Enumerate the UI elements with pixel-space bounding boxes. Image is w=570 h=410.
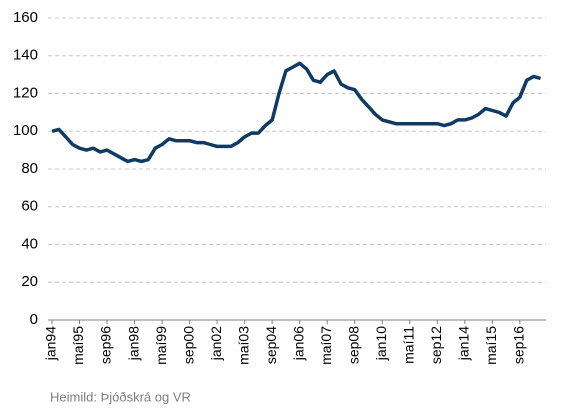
- x-tick-label: sep12: [428, 326, 444, 364]
- x-tick-label: maí03: [235, 326, 251, 365]
- y-tick-label: 160: [13, 9, 38, 26]
- x-tick-label: sep00: [180, 326, 196, 364]
- y-tick-label: 60: [21, 198, 38, 215]
- x-tick-label: sep96: [98, 326, 114, 364]
- x-tick-label: jan14: [456, 326, 472, 361]
- y-tick-label: 120: [13, 84, 38, 101]
- x-tick-label: sep04: [263, 326, 279, 364]
- x-tick-label: jan10: [373, 326, 389, 361]
- x-tick-label: jan02: [208, 326, 224, 361]
- x-tick-label: jan06: [290, 326, 306, 361]
- y-tick-label: 100: [13, 122, 38, 139]
- x-tick-label: maí07: [318, 326, 334, 365]
- x-tick-label: jan98: [125, 326, 141, 361]
- y-tick-label: 80: [21, 160, 38, 177]
- x-tick-label: sep08: [345, 326, 361, 364]
- y-tick-label: 0: [30, 311, 38, 328]
- data-line: [51, 61, 541, 164]
- y-tick-label: 140: [13, 47, 38, 64]
- x-tick-label: maí95: [70, 326, 86, 365]
- x-tick-label: maí11: [400, 326, 416, 364]
- x-tick-label: sep16: [511, 326, 527, 364]
- x-tick-label: maí99: [153, 326, 169, 365]
- y-tick-label: 20: [21, 273, 38, 290]
- source-note: Heimild: Þjóðskrá og VR: [50, 389, 191, 404]
- x-tick-label: maí15: [483, 326, 499, 365]
- y-tick-label: 40: [21, 235, 38, 252]
- x-tick-label: jan94: [43, 326, 59, 361]
